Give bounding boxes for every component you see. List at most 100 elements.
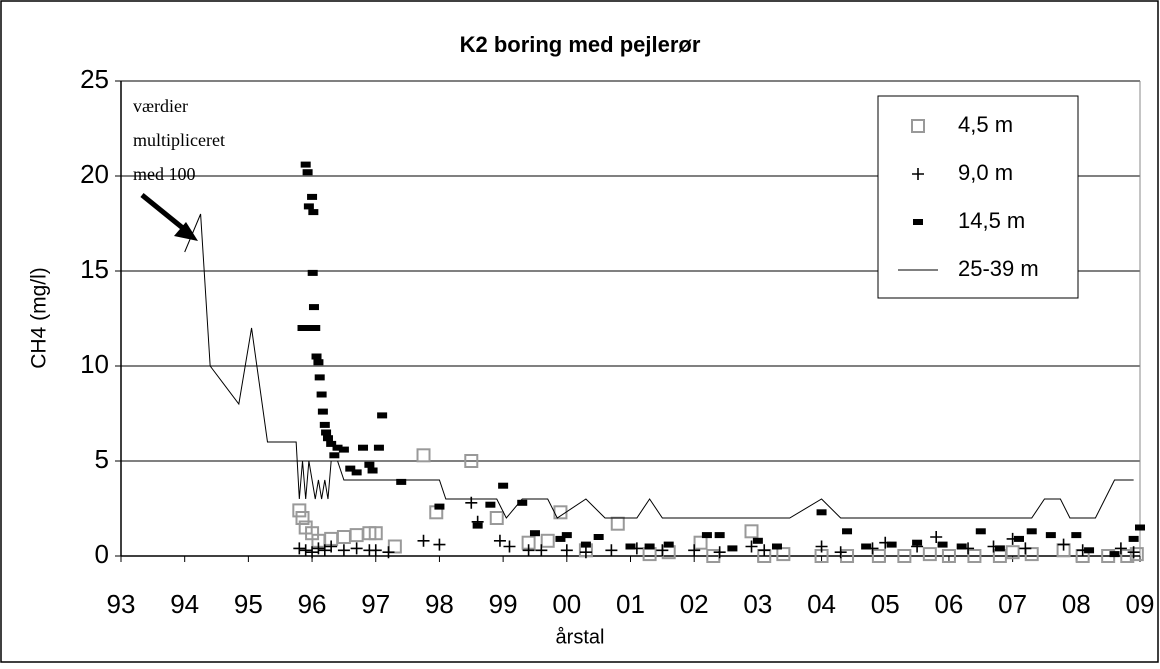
dash-marker [994,545,1005,552]
dash-marker [816,509,827,516]
annotation-line: med 100 [133,164,196,184]
dash-marker [345,465,356,472]
square-marker [897,549,912,563]
x-tick-label: 07 [998,589,1027,619]
dash-marker [472,522,483,529]
dash-marker [396,478,407,485]
square-marker [693,535,708,550]
plus-marker [350,542,363,555]
annotation-arrow [140,193,186,231]
plus-marker [318,544,331,557]
dash-marker [886,541,897,548]
plus-marker [382,546,395,559]
dash-marker [861,543,872,550]
square-marker [967,549,982,563]
dash-marker [498,482,509,489]
dash-marker [912,539,923,546]
dash-marker [561,532,572,539]
dash-marker [937,541,948,548]
square-marker [941,549,956,563]
dash-marker [913,219,923,225]
dash-marker [663,541,674,548]
x-tick-label: 06 [934,589,963,619]
x-tick-label: 95 [234,589,263,619]
x-tick-label: 09 [1126,589,1155,619]
dash-marker [307,193,318,200]
y-tick-label: 25 [80,64,109,94]
dash-marker [311,353,322,360]
dash-marker [351,469,362,476]
legend-label: 9,0 m [958,160,1013,185]
dash-marker [842,528,853,535]
dash-marker [1128,535,1139,542]
dash-marker [752,537,763,544]
dash-marker [625,543,636,550]
dash-marker [338,446,349,453]
square-marker [1129,547,1144,562]
x-tick-label: 93 [107,589,136,619]
plus-marker [369,544,382,557]
plus-marker [1114,542,1127,555]
square-marker [922,547,937,562]
plus-marker [1019,542,1032,555]
y-tick-label: 10 [80,349,109,379]
square-marker [744,524,759,539]
plus-marker [417,534,430,547]
plus-marker [1057,538,1070,551]
annotation-arrowhead [174,222,198,241]
square-marker [540,533,555,548]
plus-marker [299,544,312,557]
x-tick-label: 05 [871,589,900,619]
plus-marker [688,544,701,557]
plus-marker [713,546,726,559]
y-axis-label: CH4 (mg/l) [28,267,51,369]
dash-marker [485,501,496,508]
plus-marker [579,546,592,559]
x-tick-label: 98 [425,589,454,619]
plus-marker [312,542,325,555]
square-marker [489,511,504,525]
plus-marker [605,544,618,557]
plus-marker [560,544,573,557]
dash-marker [308,304,319,311]
x-tick-label: 03 [743,589,772,619]
dash-marker [321,429,332,436]
dash-marker [377,412,388,419]
dash-marker [297,325,308,331]
dash-marker [308,209,319,216]
legend-label: 14,5 m [958,208,1025,233]
dash-marker [1135,524,1145,531]
dash-marker [358,444,369,451]
dash-marker [314,374,325,381]
dash-marker [580,541,591,548]
x-tick-label: 02 [680,589,709,619]
legend-label: 4,5 m [958,112,1013,137]
square-marker [871,549,886,563]
plus-marker [758,544,771,557]
dash-marker [332,444,343,451]
dash-marker [322,435,333,442]
plus-marker [493,534,506,547]
series-line [184,213,1134,519]
dash-marker [1084,547,1095,554]
dash-marker [305,325,316,331]
y-tick-label: 0 [95,539,109,569]
x-tick-label: 08 [1062,589,1091,619]
plus-marker [912,168,924,180]
dash-marker [373,444,384,451]
dash-marker [1026,528,1037,535]
y-tick-label: 15 [80,254,109,284]
dash-marker [1071,532,1082,539]
legend-label: 25-39 m [958,256,1039,281]
chart-title: K2 boring med pejlerør [460,32,701,57]
dash-marker [326,440,337,447]
square-marker [295,511,310,525]
plus-marker [834,546,847,559]
dash-marker [313,359,324,366]
dash-marker [364,461,375,468]
dash-marker [956,543,967,550]
plus-marker [503,540,516,553]
dash-marker [300,161,311,168]
plus-marker [535,544,548,557]
